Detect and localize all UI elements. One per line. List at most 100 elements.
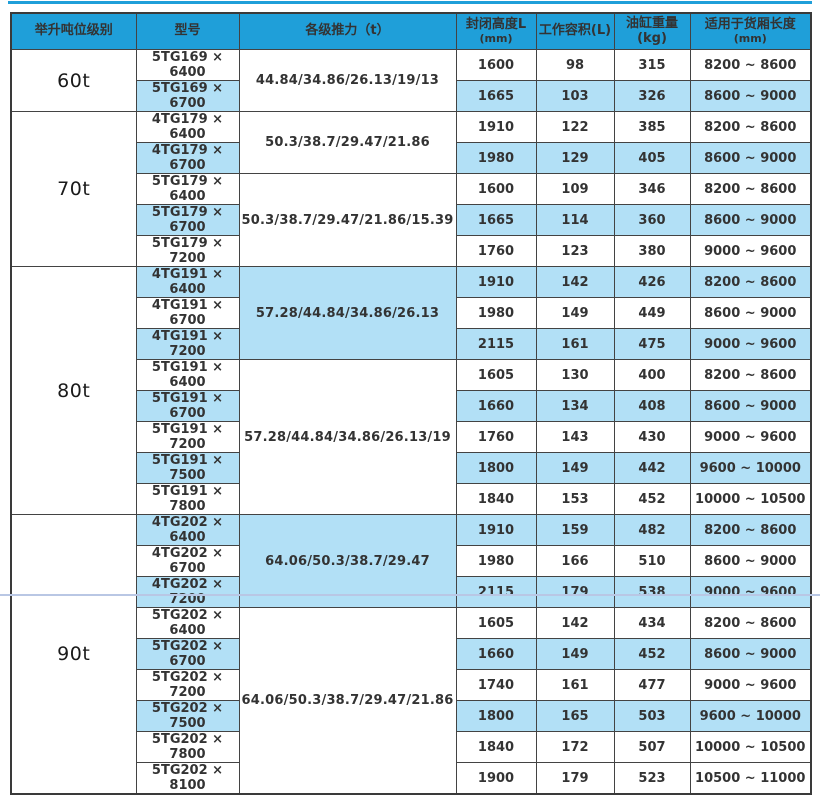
- model-cell: 5TG191 × 7200: [135, 421, 240, 453]
- cargo-length-cell: 8600 ~ 9000: [689, 80, 812, 112]
- cylinder-weight-cell: 360: [613, 204, 691, 236]
- cargo-length-cell: 9000 ~ 9600: [689, 328, 812, 360]
- col-header-label: 工作容积(L): [538, 23, 612, 39]
- working-volume-cell: 134: [535, 390, 615, 422]
- cylinder-weight-cell: 523: [613, 762, 691, 795]
- table-row: 5TG191 × 7800 1840 153 452 10000 ~ 10500: [11, 483, 812, 515]
- header-row: 举升吨位级别 型号 各级推力（t） 封闭高度L (mm) 工作容积(L) 油缸重…: [10, 12, 812, 50]
- working-volume-cell: 130: [535, 359, 615, 391]
- cylinder-weight-cell: 475: [613, 328, 691, 360]
- table-row: 5TG179 × 6700 1665 114 360 8600 ~ 9000: [11, 204, 812, 236]
- cargo-length-cell: 9000 ~ 9600: [689, 235, 812, 267]
- working-volume-cell: 98: [535, 49, 615, 81]
- model-cell: 4TG179 × 6700: [135, 142, 240, 174]
- col-header-label: 各级推力（t）: [305, 23, 390, 39]
- cylinder-weight-cell: 442: [613, 452, 691, 484]
- table-row: 5TG191 × 7500 1800 149 442 9600 ~ 10000: [11, 452, 812, 484]
- bottom-accent-line: [0, 594, 820, 596]
- closed-height-cell: 1665: [455, 204, 537, 236]
- model-cell: 4TG179 × 6400: [135, 111, 240, 143]
- cylinder-weight-cell: 326: [613, 80, 691, 112]
- working-volume-cell: 109: [535, 173, 615, 205]
- working-volume-cell: 172: [535, 731, 615, 763]
- tonnage-cell: 80t: [10, 266, 137, 515]
- cylinder-weight-cell: 426: [613, 266, 691, 298]
- working-volume-cell: 149: [535, 297, 615, 329]
- working-volume-cell: 129: [535, 142, 615, 174]
- cylinder-weight-cell: 408: [613, 390, 691, 422]
- working-volume-cell: 166: [535, 545, 615, 577]
- closed-height-cell: 1910: [455, 111, 537, 143]
- working-volume-cell: 153: [535, 483, 615, 515]
- cargo-length-cell: 8600 ~ 9000: [689, 204, 812, 236]
- cargo-length-cell: 8200 ~ 8600: [689, 359, 812, 391]
- table-row: 60t 5TG169 × 6400 44.84/34.86/26.13/19/13 1…: [10, 49, 812, 112]
- closed-height-cell: 1760: [455, 235, 537, 267]
- thrust-cell: 50.3/38.7/29.47/21.86: [238, 111, 457, 174]
- cylinder-weight-cell: 405: [613, 142, 691, 174]
- closed-height-cell: 1605: [455, 359, 537, 391]
- working-volume-cell: 142: [535, 266, 615, 298]
- closed-height-cell: 1840: [455, 731, 537, 763]
- tonnage-cell: 90t: [10, 514, 137, 795]
- model-cell: 4TG202 × 6400: [135, 514, 240, 546]
- lift-cylinder-spec-table: 举升吨位级别 型号 各级推力（t） 封闭高度L (mm) 工作容积(L) 油缸重…: [10, 12, 812, 795]
- model-cell: 5TG191 × 7800: [135, 483, 240, 515]
- tonnage-cell: 60t: [10, 49, 137, 112]
- cargo-length-cell: 9600 ~ 10000: [689, 700, 812, 732]
- tonnage-cell: 70t: [10, 111, 137, 267]
- cylinder-weight-cell: 482: [613, 514, 691, 546]
- working-volume-cell: 161: [535, 669, 615, 701]
- closed-height-cell: 1900: [455, 762, 537, 795]
- model-cell: 5TG202 × 7200: [135, 669, 240, 701]
- model-cell: 4TG191 × 7200: [135, 328, 240, 360]
- cylinder-weight-cell: 538: [613, 576, 691, 608]
- cylinder-weight-cell: 449: [613, 297, 691, 329]
- model-cell: 5TG169 × 6400: [135, 49, 240, 81]
- cylinder-weight-cell: 430: [613, 421, 691, 453]
- closed-height-cell: 1800: [455, 700, 537, 732]
- cylinder-weight-cell: 385: [613, 111, 691, 143]
- cargo-length-cell: 10000 ~ 10500: [689, 483, 812, 515]
- cargo-length-cell: 8200 ~ 8600: [689, 173, 812, 205]
- cargo-length-cell: 9000 ~ 9600: [689, 421, 812, 453]
- cargo-length-cell: 8600 ~ 9000: [689, 638, 812, 670]
- closed-height-cell: 1760: [455, 421, 537, 453]
- model-cell: 5TG202 × 7800: [135, 731, 240, 763]
- model-cell: 5TG179 × 6400: [135, 173, 240, 205]
- closed-height-cell: 1600: [455, 173, 537, 205]
- cylinder-weight-cell: 434: [613, 607, 691, 639]
- col-header-label: 油缸重量(kg): [625, 15, 678, 46]
- model-cell: 5TG191 × 6700: [135, 390, 240, 422]
- thrust-cell: 44.84/34.86/26.13/19/13: [238, 49, 457, 112]
- cargo-length-cell: 10000 ~ 10500: [689, 731, 812, 763]
- closed-height-cell: 1660: [455, 638, 537, 670]
- cargo-length-cell: 8600 ~ 9000: [689, 142, 812, 174]
- col-header-label: 举升吨位级别: [34, 23, 113, 39]
- cargo-length-cell: 8200 ~ 8600: [689, 514, 812, 546]
- model-cell: 4TG202 × 7200: [135, 576, 240, 608]
- cargo-length-cell: 9600 ~ 10000: [689, 452, 812, 484]
- col-header-cylinder-weight: 油缸重量(kg): [613, 12, 691, 50]
- model-cell: 4TG191 × 6700: [135, 297, 240, 329]
- table-row: 80t 4TG191 × 6400 57.28/44.84/34.86/26.13 1…: [10, 266, 812, 515]
- col-header-tonnage: 举升吨位级别: [10, 12, 137, 50]
- thrust-cell: 57.28/44.84/34.86/26.13/19: [238, 359, 457, 515]
- cylinder-weight-cell: 400: [613, 359, 691, 391]
- col-header-thrust: 各级推力（t）: [238, 12, 457, 50]
- cylinder-weight-cell: 503: [613, 700, 691, 732]
- model-cell: 4TG202 × 6700: [135, 545, 240, 577]
- working-volume-cell: 114: [535, 204, 615, 236]
- closed-height-cell: 1800: [455, 452, 537, 484]
- col-header-closed-height: 封闭高度L (mm): [455, 12, 537, 50]
- table-row: 5TG191 × 6700 1660 134 408 8600 ~ 9000: [11, 390, 812, 422]
- model-cell: 4TG191 × 6400: [135, 266, 240, 298]
- working-volume-cell: 159: [535, 514, 615, 546]
- working-volume-cell: 149: [535, 638, 615, 670]
- working-volume-cell: 179: [535, 576, 615, 608]
- closed-height-cell: 1740: [455, 669, 537, 701]
- closed-height-cell: 1840: [455, 483, 537, 515]
- table-row: 70t 4TG179 × 6400 50.3/38.7/29.47/21.86 191…: [10, 111, 812, 267]
- closed-height-cell: 1980: [455, 142, 537, 174]
